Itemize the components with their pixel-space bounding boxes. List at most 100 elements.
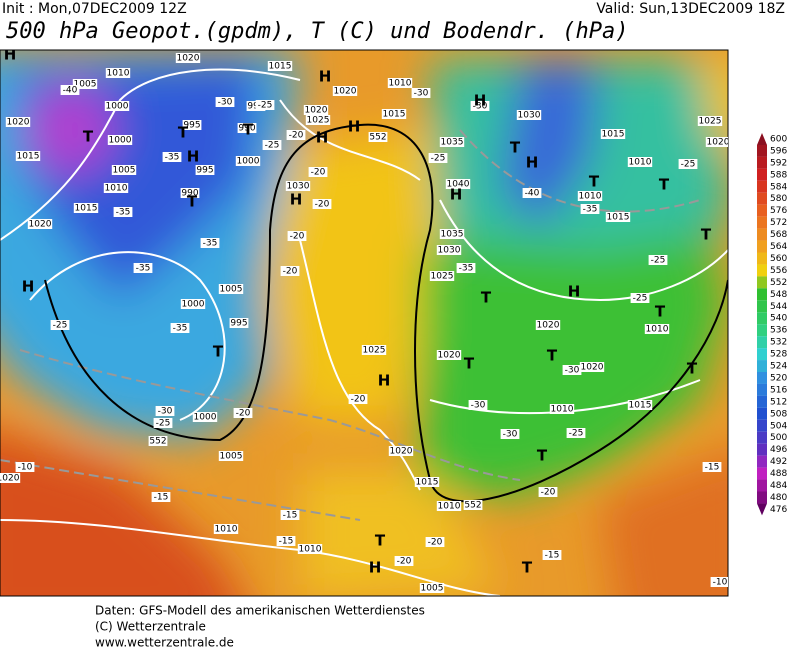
pressure-center: H (369, 559, 382, 577)
label-box (195, 165, 215, 175)
colorbar-swatch (757, 300, 767, 313)
pressure-center: H (378, 372, 391, 390)
label-box (5, 117, 31, 127)
label-box (702, 462, 722, 472)
colorbar-swatch (757, 276, 767, 289)
colorbar-swatch (757, 479, 767, 492)
contour-label: 995 (196, 166, 213, 176)
label-box (648, 255, 668, 265)
contour-label: 1015 (269, 62, 292, 72)
contour-label: 1010 (299, 545, 322, 555)
label-box (361, 345, 387, 355)
label-box (50, 320, 70, 330)
label-box (148, 436, 168, 446)
colorbar-label: 508 (770, 409, 787, 419)
colorbar-label: 528 (770, 350, 787, 360)
label-box (678, 159, 698, 169)
label-box (103, 183, 129, 193)
contour-label: 1025 (363, 346, 386, 356)
contour-label: 1020 (177, 54, 200, 64)
label-box (522, 188, 542, 198)
label-box (600, 129, 626, 139)
pressure-center: T (178, 124, 189, 142)
colorbar-label: 588 (770, 170, 787, 180)
pressure-center: T (510, 139, 521, 157)
contour-label: -25 (156, 419, 171, 429)
footer-line: (C) Wetterzentrale (95, 620, 206, 634)
contour-label: 1030 (287, 182, 310, 192)
contour-label: 995 (183, 121, 200, 131)
contour-label: 1010 (646, 325, 669, 335)
colorbar-swatch (757, 252, 767, 265)
label-box (0, 473, 21, 483)
label-box (439, 137, 465, 147)
label-box (305, 115, 331, 125)
label-box (463, 500, 483, 510)
contour-label: 1015 (602, 130, 625, 140)
label-box (644, 324, 670, 334)
colorbar-swatch (757, 240, 767, 253)
label-box (605, 212, 631, 222)
colorbar-label: 556 (770, 266, 787, 276)
colorbar-label: 564 (770, 242, 787, 252)
pressure-center: H (316, 129, 329, 147)
label-box (229, 318, 249, 328)
contour-label: -20 (311, 168, 326, 178)
contour-label: 1000 (194, 413, 217, 423)
valid-time: Valid: Sun,13DEC2009 18Z (596, 1, 785, 17)
label-box (192, 412, 218, 422)
footer-line: www.wetterzentrale.de (95, 636, 234, 648)
contour-label: -20 (290, 232, 305, 242)
contour-label: -35 (583, 205, 598, 215)
contour-label: -20 (541, 488, 556, 498)
label-box (262, 140, 282, 150)
pressure-center: T (589, 173, 600, 191)
colorbar-swatch (757, 204, 767, 217)
contour-label: -25 (265, 141, 280, 151)
contour-label: -20 (236, 409, 251, 419)
label-box (388, 446, 414, 456)
label-box (104, 101, 130, 111)
label-box (162, 152, 182, 162)
contour-label: -30 (473, 102, 488, 112)
label-box (429, 271, 455, 281)
label-box (27, 219, 53, 229)
contour-label: 1015 (17, 152, 40, 162)
contour-label: -10 (713, 578, 728, 588)
pressure-center: H (187, 148, 200, 166)
colorbar-label: 492 (770, 457, 787, 467)
label-box (215, 97, 235, 107)
label-box (286, 130, 306, 140)
contour-label: 1005 (421, 584, 444, 594)
colorbar-label: 480 (770, 493, 787, 503)
label-box (425, 537, 445, 547)
label-box (439, 229, 465, 239)
colorbar-swatch (757, 180, 767, 193)
label-box (516, 110, 542, 120)
colorbar-swatch (757, 455, 767, 468)
contour-label: -30 (565, 366, 580, 376)
label-box (368, 132, 388, 142)
label-box (500, 429, 520, 439)
label-box (705, 137, 728, 147)
contour-label: 1010 (389, 79, 412, 89)
label-box (182, 120, 202, 130)
contour-label: -35 (165, 153, 180, 163)
label-box (276, 536, 296, 546)
contour-label: -25 (651, 256, 666, 266)
colorbar-swatch (757, 324, 767, 337)
contour-label: 1005 (220, 452, 243, 462)
label-box (237, 123, 257, 133)
colorbar-label: 596 (770, 146, 787, 156)
contour-label: 1020 (29, 220, 52, 230)
contour-label: 1020 (581, 363, 604, 373)
label-box (428, 153, 448, 163)
colorbar-swatch (757, 503, 767, 516)
contour-label: 552 (369, 133, 386, 143)
label-box (287, 231, 307, 241)
label-box (233, 408, 253, 418)
label-box (280, 266, 300, 276)
label-box (436, 245, 462, 255)
colorbar-label: 592 (770, 158, 787, 168)
